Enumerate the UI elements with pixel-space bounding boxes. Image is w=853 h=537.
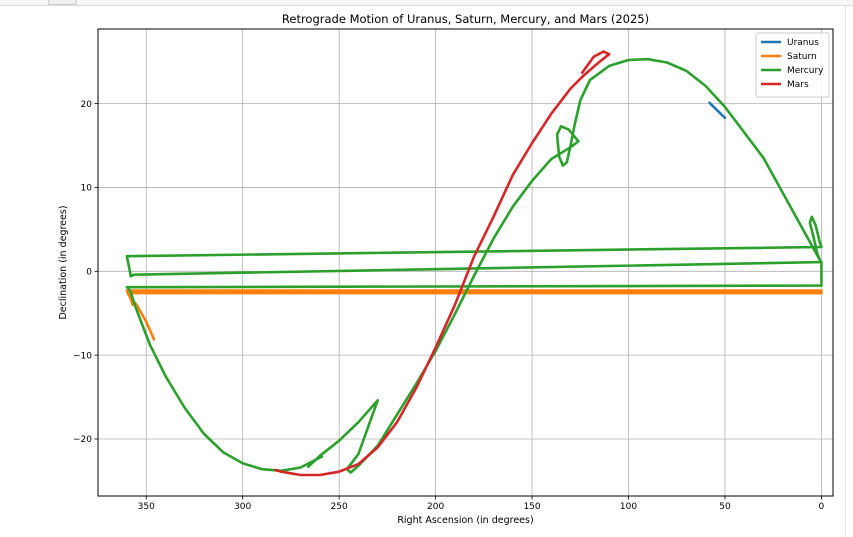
legend-label: Saturn xyxy=(787,52,817,62)
y-tick-label: −20 xyxy=(73,435,92,445)
y-axis-label: Declination (in degrees) xyxy=(58,205,69,319)
x-tick-label: 200 xyxy=(427,502,444,512)
plot-frame xyxy=(97,28,834,497)
series-line-mars xyxy=(274,50,611,477)
series-line-saturn xyxy=(125,289,823,341)
legend-label: Uranus xyxy=(787,38,819,48)
y-tick-label: 10 xyxy=(81,184,93,194)
x-tick-label: 300 xyxy=(234,502,251,512)
x-tick-label: 150 xyxy=(523,502,540,512)
x-tick-label: 50 xyxy=(719,502,731,512)
x-tick-label: 0 xyxy=(819,502,825,512)
x-tick-label: 250 xyxy=(331,502,348,512)
y-tick-label: 20 xyxy=(81,100,93,110)
scrollbar-divider xyxy=(845,6,846,537)
legend-box xyxy=(755,32,830,98)
notebook-toolbar-strip xyxy=(0,0,853,6)
x-tick-label: 100 xyxy=(620,502,637,512)
toolbar-tab[interactable] xyxy=(48,0,77,5)
legend-label: Mercury xyxy=(787,66,824,76)
y-tick-label: 0 xyxy=(86,268,92,278)
grid-lines xyxy=(98,29,833,496)
x-axis-label: Right Ascension (in degrees) xyxy=(397,515,533,526)
series-line-mercury xyxy=(125,57,823,474)
legend: Uranus Saturn Mercury Mars xyxy=(755,32,830,98)
series-line-uranus xyxy=(708,101,727,120)
chart-title: Retrograde Motion of Uranus, Saturn, Mer… xyxy=(282,12,649,26)
series-lines xyxy=(125,50,823,477)
y-tick-label: −10 xyxy=(73,351,92,361)
legend-label: Mars xyxy=(787,80,809,90)
x-tick-label: 350 xyxy=(138,502,155,512)
